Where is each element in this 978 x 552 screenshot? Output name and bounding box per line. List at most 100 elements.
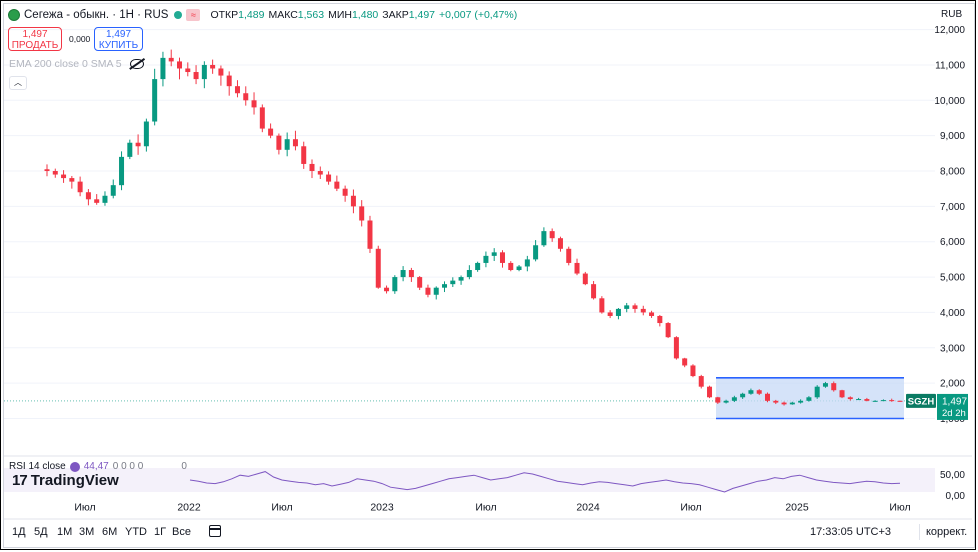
candle-body	[673, 337, 679, 359]
price-tick-label: 7,000	[940, 202, 965, 213]
candle-body	[889, 400, 895, 402]
sell-button[interactable]: 1,497 ПРОДАТЬ	[8, 27, 62, 51]
candle-body	[524, 259, 530, 267]
candle-body	[350, 195, 356, 207]
tv-mark-icon: 17	[12, 472, 28, 489]
range-ytd-button[interactable]: YTD	[125, 526, 147, 538]
candle-body	[574, 262, 580, 274]
clock[interactable]: 17:33:05 UTC+3	[810, 526, 892, 538]
hide-eye-icon[interactable]	[129, 59, 144, 69]
candle-body	[317, 171, 323, 175]
candle-body	[665, 323, 671, 338]
candle-body	[77, 181, 83, 193]
ohlc-open-value: 1,489	[238, 9, 265, 21]
ohlc-close-label: ЗАКР	[382, 9, 409, 21]
symbol-tag[interactable]	[906, 393, 936, 408]
collapse-legend-button[interactable]: ︿	[9, 76, 27, 90]
candle-body	[119, 156, 125, 186]
tradingview-logo[interactable]: 17 TradingView	[12, 472, 119, 489]
candle-body	[789, 402, 795, 405]
time-tick-label: 2023	[370, 502, 394, 514]
candle-body	[384, 287, 390, 292]
candle-body	[143, 121, 149, 147]
candle-body	[682, 358, 688, 366]
candle-body	[168, 57, 174, 62]
candle-body	[52, 171, 58, 175]
rsi-legend[interactable]: RSI 14 close 44,47 0 0 0 0 0	[9, 461, 187, 472]
buy-label: КУПИТЬ	[98, 40, 139, 51]
candle-body	[218, 68, 224, 76]
rsi-tail: 0	[181, 461, 187, 472]
candle-body	[582, 273, 588, 285]
candle-body	[185, 68, 191, 73]
candle-body	[781, 402, 787, 405]
candle-body	[798, 400, 804, 403]
range-6m-button[interactable]: 6М	[102, 526, 118, 538]
calendar-icon[interactable]	[209, 525, 221, 537]
candle-body	[814, 386, 820, 398]
candle-body	[342, 188, 348, 196]
range-1d-button[interactable]: 1Д	[12, 526, 26, 538]
rsi-value: 44,47	[83, 461, 109, 472]
range-3m-button[interactable]: 3М	[79, 526, 95, 538]
candle-body	[632, 305, 638, 309]
candle-body	[259, 107, 265, 129]
candle-body	[698, 376, 704, 387]
range-all-button[interactable]: Все	[172, 526, 191, 538]
buy-button[interactable]: 1,497 КУПИТЬ	[94, 27, 143, 51]
candle-body	[425, 287, 431, 295]
candle-body	[723, 400, 729, 403]
time-tick-label: Июл	[889, 502, 910, 514]
ohlc-low-label: МИН	[328, 9, 352, 21]
candle-body	[748, 390, 754, 394]
candle-body	[201, 64, 207, 80]
candle-body	[301, 146, 307, 164]
ohlc-high-label: МАКС	[268, 9, 298, 21]
chart-pane-border	[3, 3, 975, 548]
ohlc-high-value: 1,563	[297, 9, 325, 21]
correction-button[interactable]: коррект.	[926, 526, 968, 538]
candle-body	[268, 128, 274, 136]
candle-body	[127, 142, 133, 157]
candle-body	[499, 252, 505, 263]
ohlc-close-value: 1,497	[408, 9, 435, 21]
tradingview-name: TradingView	[30, 472, 119, 489]
chevron-up-icon: ︿	[14, 78, 22, 87]
symbol-tag-label: SGZH	[908, 396, 935, 407]
candle-body	[847, 397, 853, 400]
candle-body	[615, 308, 621, 316]
rsi-scale-label: 50,00	[940, 470, 965, 481]
price-tick-label: 4,000	[940, 308, 965, 319]
candle-body	[516, 266, 522, 271]
candle-body	[831, 383, 837, 391]
candle-body	[102, 195, 108, 203]
range-5d-button[interactable]: 5Д	[34, 526, 48, 538]
candle-body	[458, 277, 464, 281]
candles	[44, 49, 903, 406]
symbol-title[interactable]: Сегежа - обыкн. · 1H · RUS	[24, 9, 169, 21]
price-scale[interactable]: 12,000 11,000 10,000 9,000 8,000 7,000 6,000 5,…	[906, 25, 968, 425]
range-1m-button[interactable]: 1М	[57, 526, 73, 538]
market-status-icon	[174, 11, 183, 19]
range-1y-button[interactable]: 1Г	[154, 526, 167, 538]
candle-body	[417, 277, 423, 288]
candle-body	[367, 220, 373, 249]
candle-body	[94, 199, 100, 203]
currency-label[interactable]: RUB	[941, 9, 963, 20]
candle-body	[773, 400, 779, 403]
candle-body	[591, 284, 597, 299]
candle-body	[640, 308, 646, 313]
candle-body	[226, 75, 232, 87]
last-price-tag[interactable]	[937, 393, 968, 420]
candle-body	[657, 315, 663, 324]
price-tick-label: 5,000	[940, 273, 965, 284]
candle-body	[731, 397, 737, 401]
indicator-legend[interactable]: EMA 200 close 0 SMA 5	[9, 58, 144, 70]
time-tick-label: 2024	[576, 502, 600, 514]
candle-body	[61, 174, 67, 179]
time-axis[interactable]: Июл 2022 Июл 2023 Июл 2024 Июл 2025 Июл	[4, 502, 972, 520]
candle-body	[309, 163, 315, 172]
candle-body	[690, 365, 696, 377]
